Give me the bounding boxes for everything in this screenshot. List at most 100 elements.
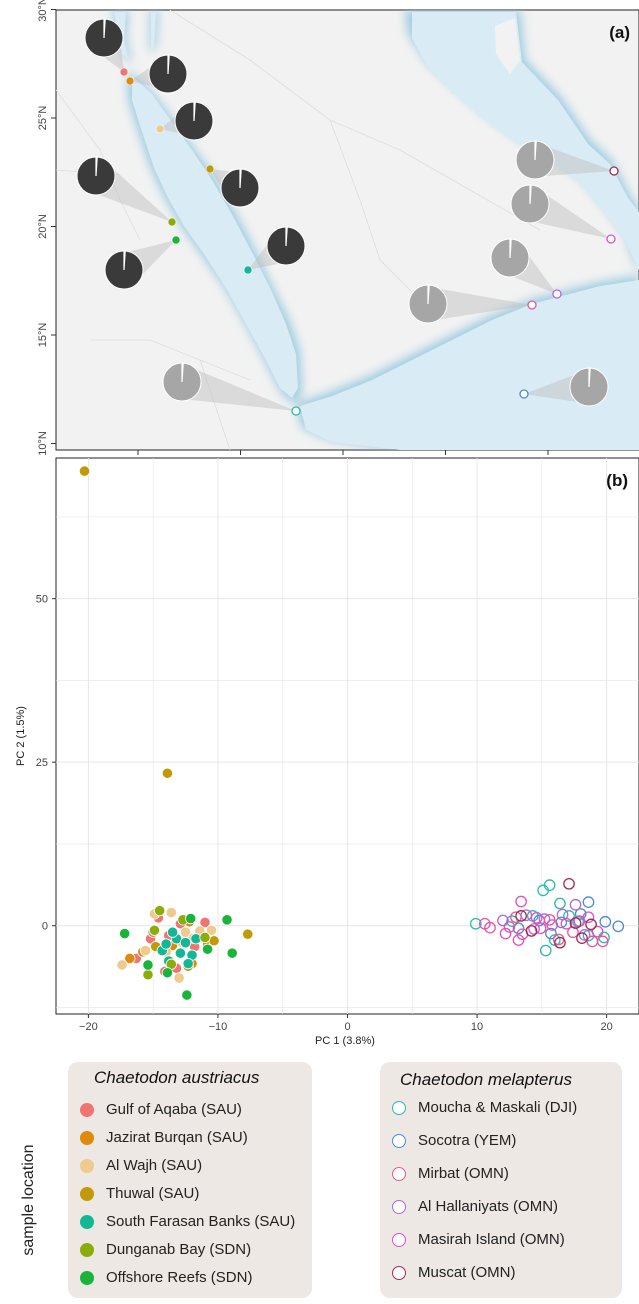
legend-marker-icon [392, 1133, 406, 1148]
admixture-pie-slice [193, 101, 196, 122]
pca-point [503, 921, 516, 933]
admixture-pie-slice [103, 18, 106, 39]
pca-point [530, 911, 543, 924]
pca-ticks: −20 −10 0 10 20 0 25 50 [36, 594, 613, 1033]
legend-melapterus-item: Al Hallaniyats (OMN) [392, 1198, 558, 1215]
legend-melapterus-item: Mirbat (OMN) [392, 1165, 509, 1182]
map-site-point [519, 389, 529, 399]
map-site-point [125, 76, 135, 86]
map-site-point [171, 235, 181, 245]
legend-label: Mirbat (OMN) [418, 1165, 509, 1182]
legend-austriacus-item: Al Wajh (SAU) [80, 1157, 202, 1174]
pca-point [469, 917, 482, 930]
legend-austriacus-item: South Farasan Banks (SAU) [80, 1213, 295, 1230]
pca-point [554, 936, 566, 949]
legend-austriacus-item: Thuwal (SAU) [80, 1185, 199, 1202]
legend-marker-icon [392, 1199, 406, 1214]
legend-side-label: sample location [20, 1144, 37, 1256]
pca-point [591, 925, 604, 938]
legend-austriacus-item: Gulf of Aqaba (SAU) [80, 1101, 242, 1118]
admixture-pie-slice [588, 367, 591, 388]
map-markers [76, 18, 619, 416]
pca-point [242, 928, 254, 940]
admixture-pie-slice [123, 250, 126, 271]
pca-point [221, 914, 233, 926]
legend-marker-icon [392, 1100, 406, 1115]
map-site-point [155, 124, 165, 134]
pca-x-tick-label: −20 [79, 1021, 98, 1033]
legend-marker-icon [392, 1166, 406, 1181]
legend-marker-icon [392, 1265, 406, 1280]
pca-point [119, 927, 131, 940]
pca-y-axis-title: PC 2 (1.5%) [15, 706, 27, 766]
pca-x-tick-label: 10 [471, 1021, 483, 1033]
legend-melapterus-item: Muscat (OMN) [392, 1264, 516, 1281]
pca-panel: −20 −10 0 10 20 0 25 50 (b) PC 1 (3.8%) PC 2 (1… [15, 457, 639, 1047]
legend-marker-icon [80, 1102, 94, 1117]
map-lat-label: 25°N [37, 106, 49, 131]
legend-label: Gulf of Aqaba (SAU) [106, 1101, 242, 1118]
pca-point [148, 924, 161, 936]
pca-points [78, 465, 625, 1001]
pca-point [563, 910, 575, 922]
pca-point [142, 969, 154, 981]
admixture-pie-slice [285, 226, 288, 247]
pca-point [585, 918, 597, 931]
legend-marker-icon [80, 1186, 94, 1201]
pca-y-tick-label: 25 [36, 757, 48, 769]
pca-point [497, 914, 509, 927]
map-site-point [205, 164, 215, 174]
pca-point [539, 944, 552, 957]
pca-point [174, 947, 186, 959]
pca-point [161, 967, 174, 979]
map-site-point [527, 300, 537, 310]
pca-point [185, 912, 197, 925]
pca-point [199, 916, 211, 929]
pca-point [563, 877, 575, 890]
pca-x-axis-title: PC 1 (3.8%) [315, 1035, 375, 1047]
pca-point [181, 989, 193, 1001]
pca-point [506, 915, 518, 927]
panel-a-label: (a) [609, 23, 630, 42]
admixture-pie-slice [509, 238, 512, 259]
legend-melapterus-title: Chaetodon melapterus [400, 1070, 573, 1089]
pca-gridlines [56, 458, 639, 1014]
legend-marker-icon [392, 1232, 406, 1247]
map-body [56, 10, 639, 450]
pca-point [528, 923, 540, 935]
legend-austriacus-item: Dunganab Bay (SDN) [80, 1241, 251, 1258]
pca-point [512, 934, 525, 946]
pca-y-tick-label: 50 [36, 594, 48, 606]
pca-point [560, 917, 573, 930]
admixture-pie-slice [181, 362, 184, 383]
legend-melapterus: Chaetodon melapterus Moucha & Maskali (D… [380, 1062, 622, 1298]
map-site-point [552, 289, 562, 299]
legend-marker-icon [80, 1270, 94, 1285]
pca-point [574, 908, 587, 920]
legend-label: Jazirat Burqan (SAU) [106, 1129, 248, 1146]
pca-point [578, 929, 591, 941]
pie-leader [177, 365, 296, 411]
pca-point [167, 926, 179, 938]
admixture-pie-slice [534, 140, 537, 161]
pca-point [546, 919, 559, 931]
legend-melapterus-item: Socotra (YEM) [392, 1132, 516, 1149]
map-site-point [119, 67, 129, 77]
pca-point [554, 897, 566, 910]
legend-label: Al Wajh (SAU) [106, 1157, 203, 1174]
legend-label: South Farasan Banks (SAU) [106, 1213, 296, 1230]
pca-point [179, 937, 192, 949]
admixture-pie-slice [95, 156, 98, 177]
pca-point [596, 935, 609, 948]
map-lat-label: 15°N [37, 323, 49, 348]
pca-point [205, 924, 218, 936]
pca-point [116, 959, 128, 971]
map-lat-label: 20°N [37, 214, 49, 239]
legend-austriacus-item: Jazirat Burqan (SAU) [80, 1129, 248, 1146]
map-site-point [167, 217, 177, 227]
legend-austriacus-title: Chaetodon austriacus [94, 1068, 260, 1087]
map-site-point [609, 166, 619, 176]
pca-point [525, 925, 538, 937]
legend-label: Dunganab Bay (SDN) [106, 1241, 252, 1258]
legend-marker-icon [80, 1158, 94, 1173]
